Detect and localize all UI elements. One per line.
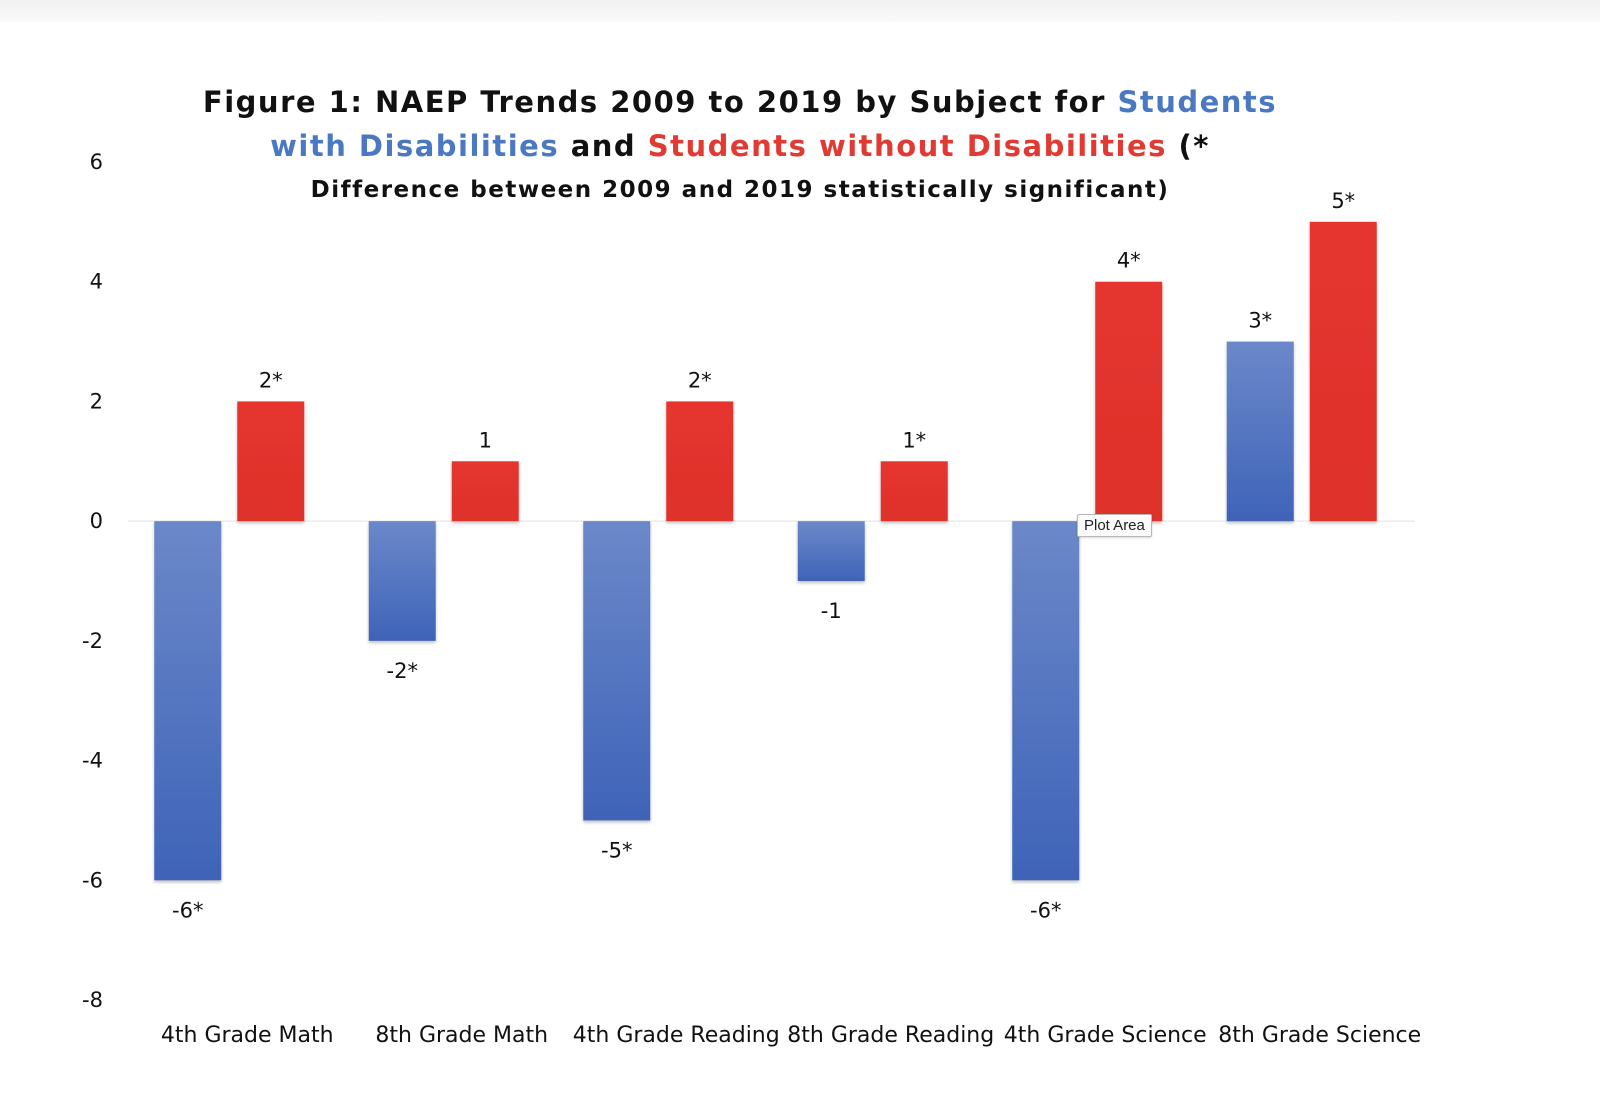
title-students-with-1: Students — [1117, 85, 1278, 119]
data-label: 2* — [688, 368, 712, 392]
y-tick-label: 0 — [90, 509, 103, 533]
x-category-label: 8th Grade Reading — [787, 1023, 994, 1048]
data-label: 2* — [259, 368, 283, 392]
y-tick-label: 2 — [90, 389, 103, 413]
y-tick-label: 6 — [90, 150, 103, 174]
title-line-1-text: Figure 1: NAEP Trends 2009 to 2019 by Su… — [202, 85, 1118, 119]
data-label: 1* — [902, 428, 926, 452]
bar-students-with-disabilities — [154, 521, 222, 881]
bars — [154, 221, 1377, 881]
bar-students-without-disabilities — [1095, 281, 1163, 522]
data-label: 4* — [1117, 249, 1141, 273]
data-label: 3* — [1248, 309, 1272, 333]
bar-students-without-disabilities — [237, 401, 305, 522]
bar-students-without-disabilities — [451, 461, 519, 522]
title-line-3: Difference between 2009 and 2019 statist… — [310, 177, 1170, 203]
bar-students-without-disabilities — [1309, 221, 1377, 522]
y-tick-label: 4 — [90, 270, 103, 294]
title-students-with-2: with Disabilities — [270, 129, 560, 163]
bar-students-with-disabilities — [1012, 521, 1080, 881]
y-tick-label: -4 — [82, 749, 103, 773]
window-top-band — [0, 0, 1600, 22]
x-category-label: 8th Grade Math — [375, 1023, 548, 1048]
title-line-2: with Disabilities and Students without D… — [200, 124, 1280, 168]
x-category-label: 4th Grade Math — [161, 1023, 334, 1048]
y-tick-label: -2 — [82, 629, 103, 653]
y-axis: 6 4 2 0 -2 -4 -6 -8 — [82, 150, 103, 1012]
data-label: -2* — [387, 659, 418, 683]
title-line-1: Figure 1: NAEP Trends 2009 to 2019 by Su… — [200, 80, 1280, 124]
data-labels: -6* 2* -2* 1 -5* 2* -1 1* -6* 4* 3* 5* — [172, 189, 1355, 922]
chart-title: Figure 1: NAEP Trends 2009 to 2019 by Su… — [200, 80, 1280, 212]
y-tick-label: -8 — [82, 988, 103, 1012]
bar-students-with-disabilities — [1226, 341, 1294, 522]
x-category-label: 4th Grade Reading — [573, 1023, 780, 1048]
x-category-label: 4th Grade Science — [1004, 1023, 1207, 1048]
bar-students-with-disabilities — [797, 521, 865, 581]
x-category-label: 8th Grade Science — [1218, 1023, 1421, 1048]
data-label: 5* — [1331, 189, 1355, 213]
bar-students-with-disabilities — [368, 521, 436, 641]
bar-students-without-disabilities — [880, 461, 948, 522]
bar-students-with-disabilities — [583, 521, 651, 821]
data-label: 1 — [479, 428, 492, 452]
data-label: -1 — [821, 599, 842, 623]
title-students-without: Students without Disabilities — [647, 129, 1167, 163]
y-tick-label: -6 — [82, 868, 103, 892]
title-footnote-open: (* — [1166, 129, 1210, 163]
x-axis: 4th Grade Math 8th Grade Math 4th Grade Re… — [161, 1023, 1421, 1048]
plot-area-tooltip: Plot Area — [1077, 514, 1152, 537]
data-label: -5* — [601, 838, 632, 862]
data-label: -6* — [172, 898, 203, 922]
data-label: -6* — [1030, 898, 1061, 922]
bar-students-without-disabilities — [666, 401, 734, 522]
title-and: and — [559, 129, 648, 163]
